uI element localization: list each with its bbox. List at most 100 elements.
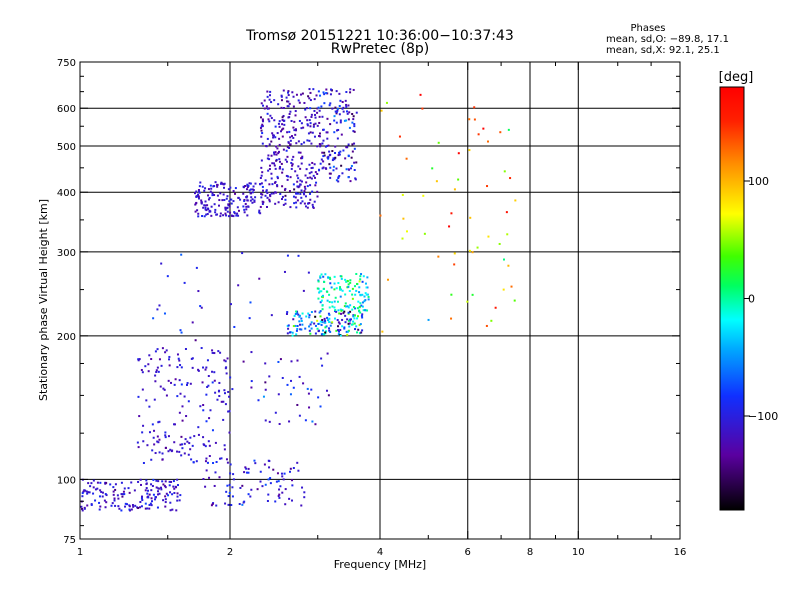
echo-point <box>347 283 350 286</box>
echo-point <box>342 110 345 113</box>
echo-point <box>156 435 159 438</box>
echo-point <box>259 480 262 483</box>
echo-point <box>270 314 273 317</box>
echo-point <box>123 493 126 496</box>
echo-point <box>343 310 346 313</box>
echo-point <box>168 364 171 367</box>
echo-point <box>287 94 290 97</box>
echo-point <box>295 93 298 96</box>
echo-point <box>148 507 151 510</box>
echo-point <box>341 309 344 312</box>
echo-point <box>278 150 281 153</box>
echo-point <box>328 317 331 320</box>
echo-point <box>354 293 357 296</box>
echo-point <box>278 158 281 161</box>
echo-point <box>296 461 299 464</box>
x-tick-label: 2 <box>227 547 233 558</box>
echo-point <box>295 333 298 336</box>
echo-point <box>233 325 236 328</box>
echo-point <box>245 471 248 474</box>
echo-point <box>335 310 338 313</box>
echo-point <box>164 501 167 504</box>
echo-point <box>288 146 291 149</box>
echo-point <box>284 198 287 201</box>
echo-point <box>249 301 252 304</box>
echo-point <box>282 127 285 130</box>
echo-point <box>208 417 211 420</box>
echo-point <box>268 164 271 167</box>
echo-point <box>339 119 342 122</box>
echo-point <box>262 120 265 123</box>
echo-point <box>293 120 296 123</box>
echo-point <box>348 289 351 292</box>
echo-point <box>208 196 211 199</box>
echo-point <box>160 488 163 491</box>
echo-point <box>201 215 204 218</box>
echo-point <box>174 378 177 381</box>
echo-point <box>340 309 343 312</box>
echo-point <box>268 200 271 203</box>
echo-point <box>287 175 290 178</box>
echo-point <box>111 502 114 505</box>
echo-point <box>357 300 360 303</box>
echo-point <box>476 246 479 249</box>
echo-point <box>299 323 302 326</box>
phase-colorbar <box>719 86 745 511</box>
echo-point <box>314 324 317 327</box>
echo-point <box>90 482 93 485</box>
echo-point <box>251 191 254 194</box>
echo-point <box>297 177 300 180</box>
echo-point <box>231 214 234 217</box>
echo-point <box>216 183 219 186</box>
y-tick-label: 400 <box>57 188 76 199</box>
echo-point <box>321 319 324 322</box>
echo-point <box>168 355 171 358</box>
echo-point <box>314 171 317 174</box>
echo-point <box>123 487 126 490</box>
echo-point <box>241 484 244 487</box>
echo-point <box>156 348 159 351</box>
echo-point <box>379 214 382 217</box>
echo-point <box>319 405 322 408</box>
echo-point <box>150 504 153 507</box>
echo-point <box>225 458 228 461</box>
echo-point <box>205 366 208 369</box>
echo-point <box>150 458 153 461</box>
echo-point <box>169 501 172 504</box>
echo-point <box>297 151 300 154</box>
echo-point <box>265 145 268 148</box>
echo-point <box>259 212 262 215</box>
echo-point <box>345 103 348 106</box>
echo-point <box>268 168 271 171</box>
echo-point <box>266 500 269 503</box>
echo-point <box>335 179 338 182</box>
echo-point <box>341 107 344 110</box>
echo-point <box>340 164 343 167</box>
echo-point <box>295 129 298 132</box>
echo-point <box>296 180 299 183</box>
echo-point <box>243 199 246 202</box>
echo-point <box>482 127 485 130</box>
echo-point <box>327 319 330 322</box>
echo-point <box>329 102 332 105</box>
echo-point <box>450 293 453 296</box>
echo-point <box>317 280 320 283</box>
echo-point <box>217 390 220 393</box>
echo-point <box>334 156 337 159</box>
echo-point <box>366 276 369 279</box>
echo-point <box>268 158 271 161</box>
echo-point <box>278 493 281 496</box>
echo-point <box>358 309 361 312</box>
echo-point <box>357 315 360 318</box>
echo-point <box>191 357 194 360</box>
echo-point <box>346 305 349 308</box>
echo-point <box>285 174 288 177</box>
echo-point <box>99 505 102 508</box>
echo-point <box>226 206 229 209</box>
echo-point <box>301 92 304 95</box>
echo-point <box>312 125 315 128</box>
echo-point <box>142 440 145 443</box>
echo-point <box>148 431 151 434</box>
echo-point <box>287 105 290 108</box>
echo-point <box>321 333 324 336</box>
